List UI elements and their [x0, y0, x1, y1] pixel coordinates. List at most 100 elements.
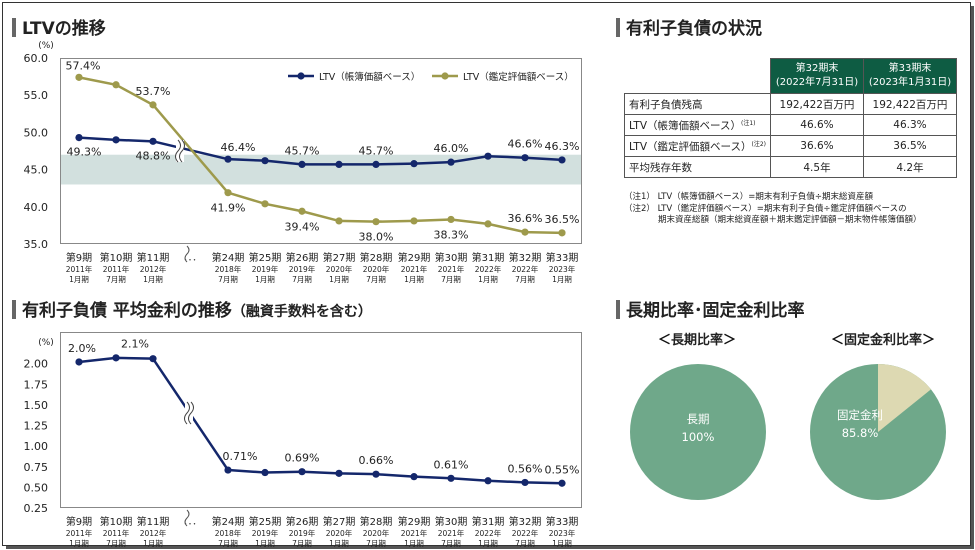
- series-line-0: [227, 468, 563, 485]
- data-label: 46.0%: [434, 142, 469, 155]
- x-tick-term: 7月期: [218, 275, 238, 284]
- x-tick-period: 第26期: [286, 515, 319, 528]
- data-label: 2.0%: [68, 342, 96, 355]
- x-tick-year: 2020年: [363, 528, 390, 538]
- x-tick-year: 2019年: [252, 528, 279, 538]
- x-tick-term: 1月期: [478, 275, 498, 284]
- x-tick-period: 第9期: [66, 515, 92, 528]
- y-tick-label: 0.50: [24, 481, 49, 494]
- pie-slice-floating-rate: [878, 364, 931, 432]
- note-line: （注1） LTV（帳簿価額ベース）=期末有利子負債÷期末総資産額: [624, 192, 874, 202]
- x-tick-period: 第29期: [398, 515, 431, 528]
- data-point: [447, 215, 455, 224]
- data-label: 0.66%: [359, 454, 394, 467]
- debt-cell: 46.3%: [862, 114, 957, 136]
- x-tick-period: 第11期: [137, 515, 170, 528]
- data-point: [410, 217, 418, 225]
- x-tick-year: 2020年: [326, 264, 353, 274]
- data-label: 0.71%: [223, 450, 258, 463]
- data-label: 39.4%: [285, 220, 320, 233]
- line-break-mark: [175, 139, 181, 163]
- data-label: 36.5%: [545, 213, 580, 226]
- debt-cell: 192,422百万円: [862, 93, 957, 115]
- data-point: [149, 355, 157, 363]
- debt-title-text: 有利子負債の状況: [626, 19, 762, 39]
- x-tick-year: 2012年: [140, 528, 167, 538]
- y-tick-label: 1.00: [24, 440, 49, 453]
- x-tick-period: 第10期: [100, 251, 133, 264]
- pie-slice-long-term: [630, 364, 766, 500]
- data-label: 41.9%: [211, 202, 246, 215]
- frame-shadow-right: [971, 6, 974, 549]
- x-tick-term: 7月期: [441, 275, 461, 284]
- debt-col-header: 第32期末 (2022年7月31日): [769, 58, 864, 94]
- legend-swatch-dot: [297, 72, 305, 80]
- legend-label: LTV（帳簿価額ベース）: [319, 71, 420, 83]
- x-tick-year: 2020年: [326, 528, 353, 538]
- x-tick-term: 1月期: [404, 539, 424, 548]
- data-point: [224, 466, 232, 474]
- rate-title-text: 有利子負債 平均金利の推移: [22, 301, 232, 321]
- x-tick-term: 7月期: [218, 539, 238, 548]
- x-tick-term: 1月期: [69, 539, 89, 548]
- debt-table: 第32期末 (2022年7月31日) 第33期末 (2023年1月31日) 有利子負…: [624, 58, 957, 178]
- line-break-mark: [179, 139, 185, 163]
- ltv-section-title: LTVの推移: [12, 14, 106, 39]
- x-tick-period: 第10期: [100, 515, 133, 528]
- data-label: 57.4%: [66, 59, 101, 72]
- pie-label: 固定金利: [837, 408, 883, 422]
- data-label: 48.8%: [136, 149, 171, 162]
- x-tick-year: 2021年: [438, 528, 465, 538]
- x-tick-period: 第27期: [323, 251, 356, 264]
- x-tick-year: 2023年: [549, 264, 576, 274]
- y-tick-label: 40.0: [24, 201, 49, 214]
- data-point: [558, 479, 566, 487]
- data-point: [335, 469, 343, 477]
- debt-cell: 36.5%: [862, 135, 957, 157]
- data-point: [224, 189, 232, 197]
- x-tick-term: 7月期: [515, 539, 535, 548]
- pie-header-fixed-rate: ＜固定金利比率＞: [830, 333, 936, 348]
- data-point: [298, 468, 306, 476]
- debt-cell: 192,422百万円: [769, 93, 864, 115]
- x-tick-period: 第33期: [546, 515, 579, 528]
- x-tick-term: 1月期: [478, 539, 498, 548]
- x-ellipsis: ･･･: [183, 256, 197, 266]
- data-point: [410, 160, 418, 168]
- debt-row-label: LTV（帳簿価額ベース）(注1): [624, 114, 771, 136]
- rate-chart: (%)0.250.500.751.001.251.501.752.00第9期20…: [24, 338, 580, 548]
- x-tick-term: 1月期: [552, 539, 572, 548]
- rate-plot-frame: [60, 332, 582, 508]
- x-tick-term: 7月期: [366, 275, 386, 284]
- x-tick-term: 1月期: [404, 275, 424, 284]
- pie-value: 100%: [682, 430, 715, 444]
- title-bar: [616, 18, 620, 37]
- x-tick-period: 第31期: [472, 251, 505, 264]
- title-bar: [616, 300, 620, 319]
- pie-label: 長期: [687, 412, 710, 426]
- x-tick-term: 1月期: [143, 539, 163, 548]
- x-tick-period: 第28期: [360, 251, 393, 264]
- x-tick-year: 2019年: [289, 264, 316, 274]
- x-tick-term: 1月期: [255, 275, 275, 284]
- x-tick-term: 7月期: [106, 275, 126, 284]
- x-tick-year: 2022年: [512, 528, 539, 538]
- x-tick-term: 7月期: [515, 275, 535, 284]
- x-tick-period: 第25期: [249, 515, 282, 528]
- data-point: [224, 155, 232, 163]
- debt-row-label: LTV（鑑定評価額ベース）(注2): [624, 135, 771, 157]
- y-tick-label: 0.25: [24, 502, 49, 515]
- x-tick-year: 2011年: [66, 264, 93, 274]
- data-point: [558, 156, 566, 164]
- y-tick-label: 1.50: [24, 399, 49, 412]
- debt-notes: （注1） LTV（帳簿価額ベース）=期末有利子負債÷期末総資産額 （注2） LT…: [624, 192, 922, 227]
- data-label: 46.3%: [545, 140, 580, 153]
- ratio-section-title: 長期比率･固定金利比率: [616, 296, 805, 321]
- data-point: [484, 152, 492, 160]
- line-break-gap: [176, 140, 184, 162]
- series-line-0: [227, 154, 563, 166]
- legend-swatch-dot: [441, 72, 449, 80]
- line-break-gap: [185, 402, 193, 424]
- x-tick-term: 7月期: [292, 539, 312, 548]
- data-label: 49.3%: [67, 146, 102, 159]
